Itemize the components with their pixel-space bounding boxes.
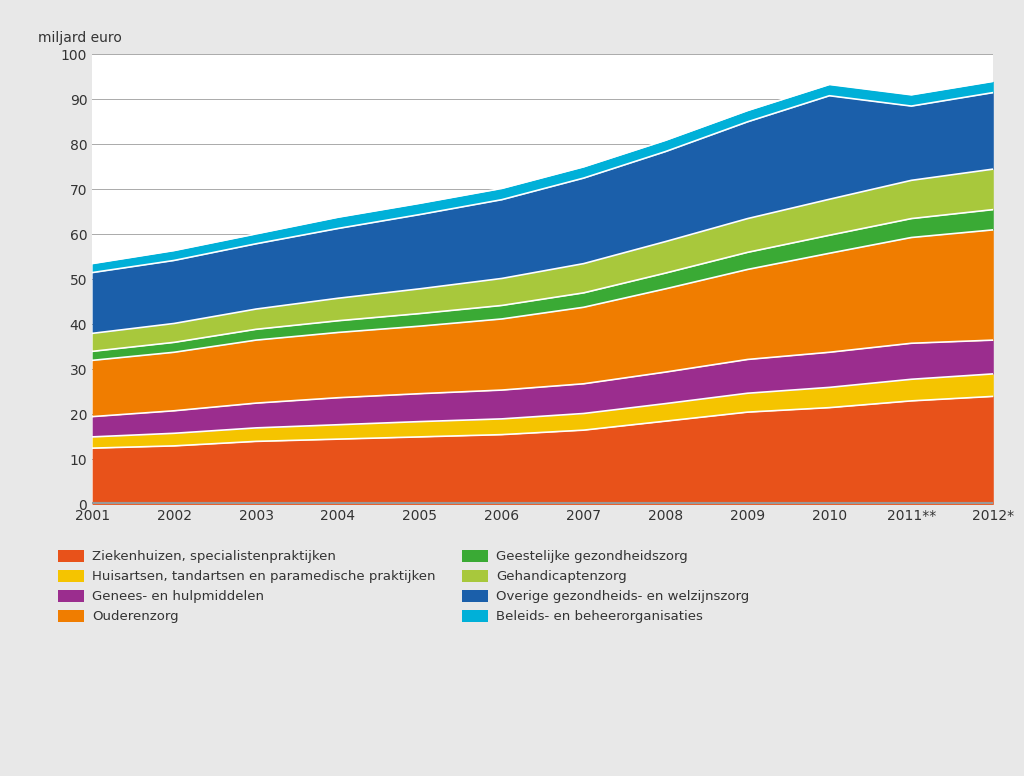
- Legend: Ziekenhuizen, specialistenpraktijken, Huisartsen, tandartsen en paramedische pra: Ziekenhuizen, specialistenpraktijken, Hu…: [57, 550, 750, 623]
- Y-axis label: miljard euro: miljard euro: [38, 31, 122, 45]
